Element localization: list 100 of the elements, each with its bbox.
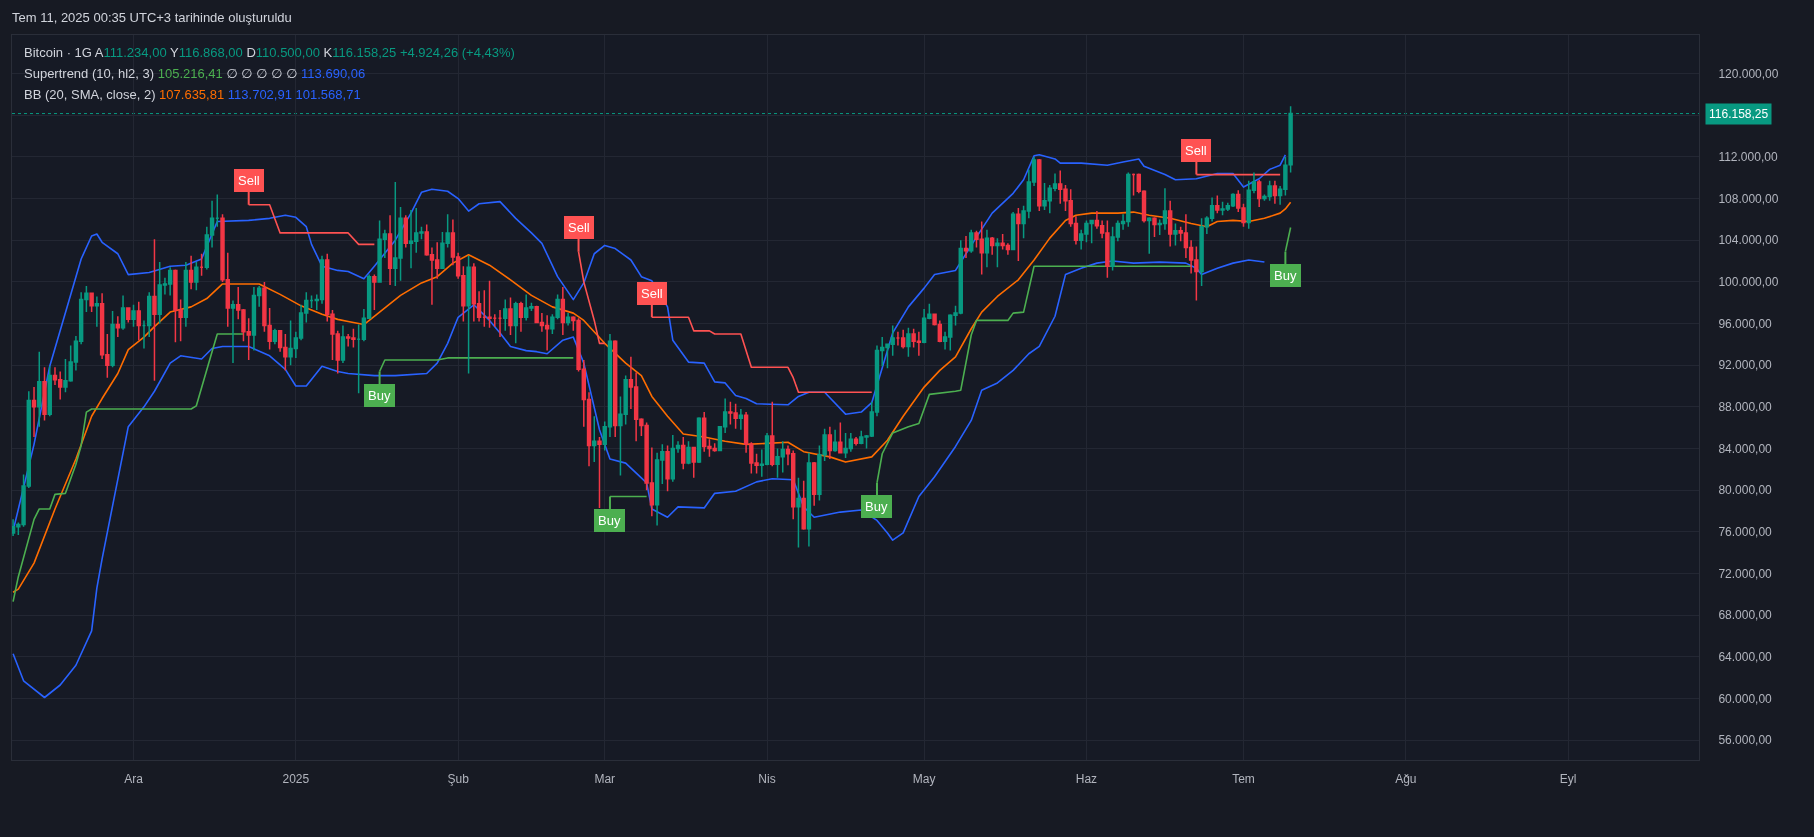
candlestick bbox=[1272, 180, 1278, 205]
candlestick bbox=[372, 273, 377, 311]
y-tick-label: 76.000,00 bbox=[1718, 525, 1773, 540]
candlestick bbox=[832, 429, 838, 453]
candlestick bbox=[1016, 207, 1021, 262]
candlestick bbox=[356, 323, 361, 395]
candlestick bbox=[47, 365, 52, 417]
candlestick bbox=[518, 300, 524, 333]
candlestick bbox=[167, 266, 173, 297]
candlestick bbox=[513, 300, 518, 345]
x-tick-label: Ağu bbox=[1395, 772, 1417, 787]
candlestick bbox=[1131, 172, 1136, 197]
candlestick bbox=[827, 425, 833, 460]
candlestick bbox=[110, 310, 115, 369]
candlestick bbox=[37, 350, 42, 428]
candlestick bbox=[508, 296, 513, 336]
candlestick bbox=[89, 292, 94, 313]
candlestick bbox=[147, 291, 152, 338]
y-tick-label: 92.000,00 bbox=[1718, 358, 1773, 373]
y-tick-label: 120.000,00 bbox=[1718, 66, 1779, 81]
candlestick bbox=[215, 193, 220, 228]
x-tick-label: Ara bbox=[124, 772, 144, 787]
y-tick-label: 80.000,00 bbox=[1718, 483, 1773, 498]
candlestick bbox=[691, 446, 696, 479]
candlestick bbox=[466, 255, 471, 375]
x-tick-label: Nis bbox=[758, 772, 776, 787]
annotation: BB (20, SMA, close, 2) 107.635,81 113.702,91 101.568,71 bbox=[24, 87, 361, 102]
candlestick bbox=[230, 299, 236, 364]
candlestick bbox=[995, 237, 1000, 269]
candlestick bbox=[1152, 216, 1157, 238]
candlestick bbox=[115, 315, 121, 338]
candlestick bbox=[963, 235, 969, 259]
candlestick bbox=[900, 329, 906, 350]
x-tick-label: Tem bbox=[1232, 772, 1255, 787]
candlestick bbox=[136, 300, 141, 341]
candlestick bbox=[120, 294, 126, 331]
candlestick bbox=[806, 451, 812, 548]
y-tick-label: 68.000,00 bbox=[1718, 608, 1773, 623]
candlestick bbox=[989, 236, 995, 256]
candlestick bbox=[503, 298, 508, 332]
ref-line-label: 116.158,25 bbox=[1709, 107, 1769, 121]
candlestick bbox=[199, 253, 204, 277]
candlestick bbox=[471, 262, 477, 323]
candlestick bbox=[272, 328, 278, 346]
candlestick bbox=[838, 421, 843, 454]
y-tick-label: 88.000,00 bbox=[1718, 400, 1773, 415]
chart-title: Tem 11, 2025 00:35 UTC+3 tarihinde oluşturuldu bbox=[12, 9, 292, 25]
candlestick bbox=[796, 476, 801, 549]
candlestick bbox=[188, 255, 194, 290]
candlestick bbox=[853, 436, 859, 447]
y-tick-label: 96.000,00 bbox=[1718, 316, 1773, 331]
candlestick bbox=[612, 339, 618, 438]
candlestick bbox=[670, 434, 676, 483]
text: Bitcoin · 1G A111.234,00 Y116.868,00 D110.500,00 K116.158,25 +4.924,26 (+4,43%) bbox=[24, 45, 515, 60]
annotation: Buy bbox=[1274, 268, 1297, 283]
candlestick bbox=[94, 295, 100, 328]
candlestick bbox=[1167, 199, 1173, 248]
candlestick bbox=[597, 436, 602, 509]
candlestick bbox=[403, 214, 408, 249]
y-tick-label: 60.000,00 bbox=[1718, 691, 1773, 706]
candlestick bbox=[811, 461, 817, 507]
annotation: Buy bbox=[368, 388, 391, 403]
candlestick bbox=[183, 261, 189, 328]
x-tick-label: Haz bbox=[1075, 772, 1098, 787]
line-series bbox=[12, 259, 1266, 699]
candlestick bbox=[895, 331, 901, 347]
candlestick bbox=[560, 286, 566, 336]
candlestick bbox=[1147, 216, 1152, 255]
candlestick bbox=[770, 400, 775, 467]
x-tick-label: Eyl bbox=[1559, 772, 1577, 787]
candlestick bbox=[738, 408, 744, 431]
y-tick-label: 112.000,00 bbox=[1718, 150, 1778, 165]
candlestick bbox=[387, 214, 393, 286]
candlestick bbox=[152, 238, 157, 382]
x-tick-label: May bbox=[912, 772, 936, 787]
candlestick bbox=[565, 312, 571, 327]
candlestick bbox=[592, 415, 597, 463]
y-tick-label: 64.000,00 bbox=[1718, 650, 1773, 665]
candlestick bbox=[141, 319, 147, 350]
annotation: Sell bbox=[641, 286, 663, 301]
candlestick bbox=[696, 416, 702, 464]
annotation: Sell bbox=[568, 220, 590, 235]
candlestick bbox=[340, 324, 346, 364]
candlestick bbox=[1037, 158, 1042, 212]
annotation: Buy bbox=[865, 499, 888, 514]
candlestick bbox=[686, 440, 691, 465]
y-tick-label: 108.000,00 bbox=[1718, 191, 1779, 206]
candlestick bbox=[131, 304, 136, 328]
candlestick bbox=[408, 209, 414, 270]
candlestick bbox=[497, 309, 503, 338]
x-tick-label: 2025 bbox=[282, 772, 310, 787]
candlestick bbox=[487, 280, 492, 329]
y-tick-label: 72.000,00 bbox=[1718, 566, 1773, 581]
x-tick-label: Mar bbox=[594, 772, 616, 787]
annotation: Buy bbox=[598, 513, 621, 528]
candlestick bbox=[1173, 222, 1178, 247]
y-tick-label: 100.000,00 bbox=[1718, 275, 1779, 290]
y-tick-label: 104.000,00 bbox=[1718, 233, 1779, 248]
candlestick bbox=[906, 326, 911, 358]
annotation: Sell bbox=[238, 173, 260, 188]
